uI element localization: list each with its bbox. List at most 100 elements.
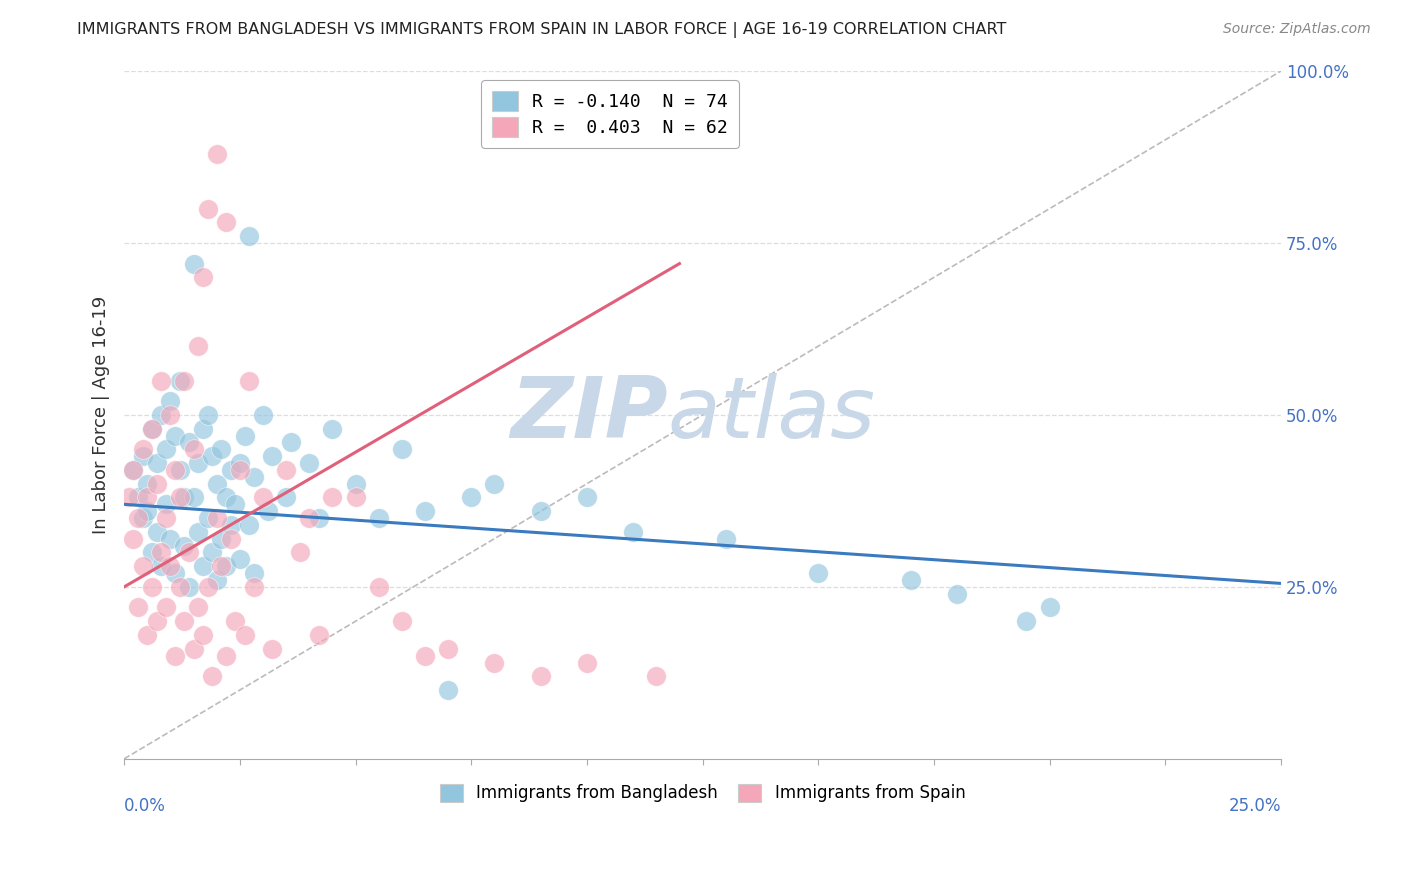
Point xyxy=(159,408,181,422)
Point xyxy=(484,476,506,491)
Point xyxy=(344,491,367,505)
Point xyxy=(183,641,205,656)
Point xyxy=(165,566,187,580)
Point xyxy=(159,532,181,546)
Point xyxy=(150,559,173,574)
Point xyxy=(575,491,598,505)
Point xyxy=(215,648,238,663)
Point xyxy=(233,628,256,642)
Point xyxy=(187,339,209,353)
Point xyxy=(484,656,506,670)
Point xyxy=(1039,600,1062,615)
Point xyxy=(321,422,343,436)
Point xyxy=(141,422,163,436)
Legend: Immigrants from Bangladesh, Immigrants from Spain: Immigrants from Bangladesh, Immigrants f… xyxy=(433,777,972,809)
Point xyxy=(233,428,256,442)
Point xyxy=(413,648,436,663)
Point xyxy=(219,532,242,546)
Point xyxy=(205,476,228,491)
Point xyxy=(242,580,264,594)
Y-axis label: In Labor Force | Age 16-19: In Labor Force | Age 16-19 xyxy=(93,296,110,534)
Point xyxy=(391,442,413,457)
Point xyxy=(122,463,145,477)
Point xyxy=(344,476,367,491)
Text: ZIP: ZIP xyxy=(510,374,668,457)
Text: IMMIGRANTS FROM BANGLADESH VS IMMIGRANTS FROM SPAIN IN LABOR FORCE | AGE 16-19 C: IMMIGRANTS FROM BANGLADESH VS IMMIGRANTS… xyxy=(77,22,1007,38)
Point xyxy=(215,491,238,505)
Point xyxy=(169,580,191,594)
Point xyxy=(224,614,246,628)
Text: Source: ZipAtlas.com: Source: ZipAtlas.com xyxy=(1223,22,1371,37)
Point xyxy=(177,435,200,450)
Point xyxy=(209,532,232,546)
Point xyxy=(159,559,181,574)
Point xyxy=(136,491,159,505)
Point xyxy=(238,518,260,533)
Point xyxy=(308,628,330,642)
Point xyxy=(127,491,149,505)
Point xyxy=(141,580,163,594)
Point xyxy=(205,146,228,161)
Point xyxy=(242,566,264,580)
Point xyxy=(145,456,167,470)
Point xyxy=(169,491,191,505)
Point xyxy=(155,497,177,511)
Point xyxy=(219,518,242,533)
Point xyxy=(165,648,187,663)
Point xyxy=(183,442,205,457)
Point xyxy=(141,422,163,436)
Point xyxy=(238,229,260,244)
Point xyxy=(155,442,177,457)
Point xyxy=(807,566,830,580)
Point xyxy=(413,504,436,518)
Point xyxy=(238,374,260,388)
Point xyxy=(132,442,155,457)
Point xyxy=(224,497,246,511)
Point xyxy=(141,545,163,559)
Point xyxy=(165,463,187,477)
Point xyxy=(205,511,228,525)
Point xyxy=(219,463,242,477)
Point xyxy=(191,422,214,436)
Point xyxy=(460,491,482,505)
Point xyxy=(132,511,155,525)
Point xyxy=(183,257,205,271)
Point xyxy=(191,628,214,642)
Point xyxy=(209,559,232,574)
Point xyxy=(321,491,343,505)
Point xyxy=(946,587,969,601)
Point xyxy=(197,511,219,525)
Point xyxy=(177,580,200,594)
Point xyxy=(262,449,284,463)
Point xyxy=(1015,614,1038,628)
Point xyxy=(145,476,167,491)
Point xyxy=(197,580,219,594)
Point xyxy=(437,683,460,698)
Point xyxy=(276,491,298,505)
Point xyxy=(183,491,205,505)
Text: atlas: atlas xyxy=(668,374,876,457)
Point xyxy=(187,524,209,539)
Point xyxy=(252,408,274,422)
Point xyxy=(122,463,145,477)
Point xyxy=(127,600,149,615)
Point xyxy=(215,559,238,574)
Point xyxy=(173,491,195,505)
Point xyxy=(118,491,141,505)
Point xyxy=(621,524,644,539)
Point xyxy=(229,456,252,470)
Point xyxy=(262,641,284,656)
Point xyxy=(308,511,330,525)
Point xyxy=(150,408,173,422)
Point xyxy=(391,614,413,628)
Point xyxy=(201,669,224,683)
Point xyxy=(298,511,321,525)
Text: 0.0%: 0.0% xyxy=(124,797,166,814)
Point xyxy=(288,545,311,559)
Point xyxy=(155,511,177,525)
Point xyxy=(530,504,553,518)
Point xyxy=(645,669,668,683)
Point xyxy=(242,470,264,484)
Point xyxy=(177,545,200,559)
Point xyxy=(201,449,224,463)
